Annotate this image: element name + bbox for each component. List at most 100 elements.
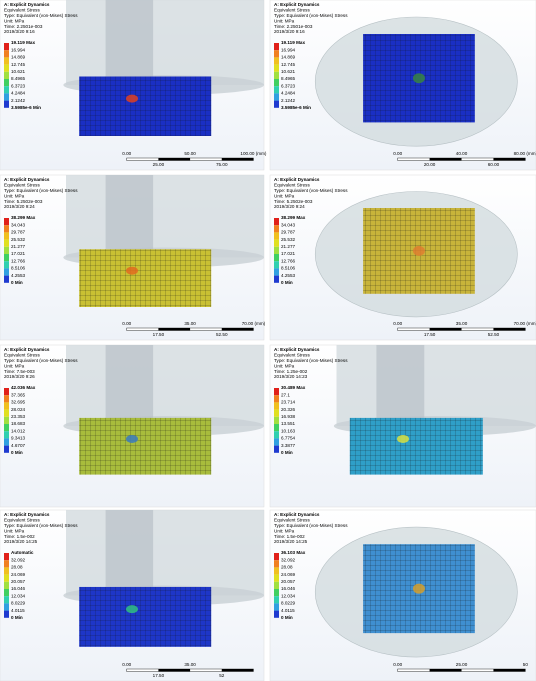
legend-swatch bbox=[274, 589, 279, 597]
legend-label: 36.103 Max bbox=[281, 550, 306, 555]
legend-label: 4.2553 bbox=[281, 273, 295, 278]
legend-label: 8.5106 bbox=[11, 266, 25, 271]
legend-swatch bbox=[274, 100, 279, 108]
mesh bbox=[79, 417, 212, 475]
legend-label: 4.2553 bbox=[11, 273, 25, 278]
legend-swatch bbox=[274, 275, 279, 283]
legend-label: 3.5985e-6 Min bbox=[281, 105, 311, 110]
legend-swatch bbox=[4, 574, 9, 582]
header-line: Type: Equivalent (von-Mises) Stress bbox=[274, 13, 348, 18]
legend-label: 16.994 bbox=[11, 47, 25, 52]
legend-label: 16.938 bbox=[281, 414, 295, 419]
header-line: Equivalent Stress bbox=[274, 183, 310, 188]
header-line: Equivalent Stress bbox=[274, 8, 310, 13]
legend-label: 0 Min bbox=[281, 280, 293, 285]
header-line: Equivalent Stress bbox=[4, 183, 40, 188]
legend-swatch bbox=[4, 395, 9, 403]
header-line: Time: 5.2502e-003 bbox=[4, 199, 43, 204]
scale-bar-dark bbox=[158, 328, 191, 331]
header-line: A: Explicit Dynamics bbox=[274, 177, 320, 182]
header-line: Type: Equivalent (von-Mises) Stress bbox=[4, 358, 78, 363]
legend-swatch bbox=[274, 225, 279, 233]
scale-bar-dark bbox=[221, 669, 254, 672]
scale-bar-dark bbox=[158, 669, 191, 672]
header-line: Equivalent Stress bbox=[274, 353, 310, 358]
hot-spot bbox=[126, 94, 138, 103]
scale-label: 35.00 bbox=[184, 321, 196, 326]
legend-swatch bbox=[4, 71, 9, 79]
legend-swatch bbox=[4, 596, 9, 604]
legend-label: 19.119 Max bbox=[281, 40, 305, 45]
header-line: Type: Equivalent (von-Mises) Stress bbox=[274, 188, 348, 193]
header-line: Unit: MPa bbox=[4, 528, 25, 533]
header-line: 2019/3/20 14:25 bbox=[274, 539, 308, 544]
legend-label: 3.3877 bbox=[281, 443, 295, 448]
cylinder bbox=[66, 345, 264, 426]
header-line: A: Explicit Dynamics bbox=[4, 347, 50, 352]
legend-label: 0 Min bbox=[281, 615, 293, 620]
hot-spot bbox=[412, 245, 425, 256]
legend-label: 16.046 bbox=[11, 586, 25, 591]
legend-swatch bbox=[4, 553, 9, 561]
legend-label: 29.787 bbox=[281, 230, 295, 235]
scale-label: 0.00 bbox=[122, 321, 131, 326]
cylinder bbox=[336, 345, 536, 426]
legend-swatch bbox=[274, 254, 279, 262]
legend-label: 19.119 Max bbox=[11, 40, 35, 45]
legend-label: 8.4965 bbox=[281, 76, 295, 81]
legend-swatch bbox=[274, 431, 279, 439]
header-line: Time: 2.2501e-003 bbox=[4, 24, 43, 29]
scale-label: 17.50 bbox=[153, 673, 165, 678]
legend-swatch bbox=[274, 232, 279, 240]
scale-bar-dark bbox=[158, 158, 191, 161]
header-line: Unit: MPa bbox=[4, 18, 25, 23]
header-line: Type: Equivalent (von-Mises) Stress bbox=[4, 13, 78, 18]
legend-swatch bbox=[274, 86, 279, 94]
legend-label: 3.5985e-6 Min bbox=[11, 105, 41, 110]
cylinder bbox=[66, 510, 264, 596]
header-line: Type: Equivalent (von-Mises) Stress bbox=[4, 523, 78, 528]
legend-label: 0 Min bbox=[11, 615, 23, 620]
scale-label: 60.00 bbox=[488, 162, 500, 167]
scale-label: 100.00 (mm) bbox=[240, 151, 267, 156]
legend-swatch bbox=[274, 43, 279, 51]
legend-swatch bbox=[274, 50, 279, 58]
legend-swatch bbox=[4, 93, 9, 101]
legend-swatch bbox=[4, 239, 9, 247]
legend-label: 14.869 bbox=[281, 55, 295, 60]
hot-spot bbox=[412, 73, 425, 84]
legend-label: 13.551 bbox=[281, 421, 295, 426]
scale-label: 0.00 bbox=[393, 151, 402, 156]
legend-swatch bbox=[274, 424, 279, 432]
legend-label: 0 Min bbox=[11, 280, 23, 285]
legend-label: 32.092 bbox=[281, 557, 295, 562]
legend-label: 8.0229 bbox=[281, 601, 295, 606]
hot-spot bbox=[412, 583, 425, 594]
scale-bar-dark bbox=[221, 158, 254, 161]
header-line: A: Explicit Dynamics bbox=[274, 2, 320, 7]
legend-label: 24.069 bbox=[11, 572, 25, 577]
legend-swatch bbox=[4, 388, 9, 396]
scale-label: 0.00 bbox=[393, 321, 402, 326]
legend-swatch bbox=[274, 218, 279, 226]
legend-swatch bbox=[4, 581, 9, 589]
legend-label: 38.299 Max bbox=[11, 215, 36, 220]
header-line: Unit: MPa bbox=[274, 193, 295, 198]
legend-swatch bbox=[4, 589, 9, 597]
scale-label: 0.00 bbox=[393, 662, 402, 667]
legend-label: 18.683 bbox=[11, 421, 25, 426]
header-line: Time: 1.5e-002 bbox=[274, 534, 305, 539]
legend-label: 25.532 bbox=[281, 237, 295, 242]
legend-label: 28.08 bbox=[281, 565, 293, 570]
legend-label: 6.3723 bbox=[281, 83, 295, 88]
header-line: A: Explicit Dynamics bbox=[4, 2, 50, 7]
legend-label: 34.043 bbox=[281, 222, 295, 227]
legend-swatch bbox=[4, 261, 9, 269]
hot-spot bbox=[126, 605, 138, 614]
legend-swatch bbox=[4, 560, 9, 568]
legend-swatch bbox=[4, 57, 9, 65]
header-line: Time: 2.2501e-003 bbox=[274, 24, 313, 29]
